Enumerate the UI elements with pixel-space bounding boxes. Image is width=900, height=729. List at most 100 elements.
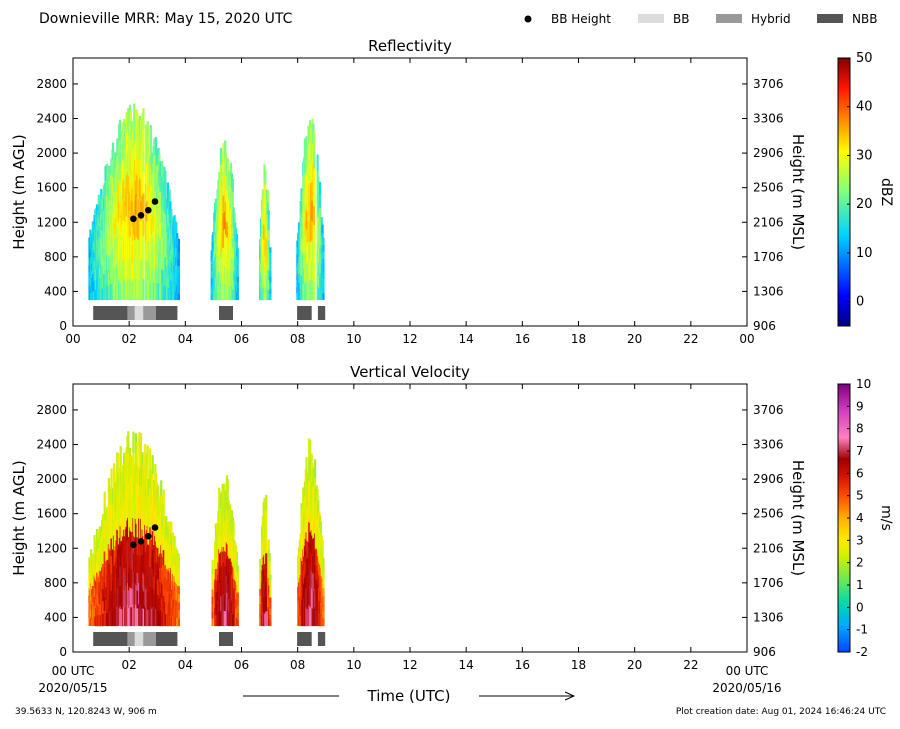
echo-cell xyxy=(322,618,325,627)
echo-cell xyxy=(132,431,135,454)
echo-cell xyxy=(164,271,167,286)
echo-cell xyxy=(142,257,145,279)
echo-cell xyxy=(215,591,218,604)
y-tick-label: 1600 xyxy=(36,181,67,195)
echo-cell xyxy=(160,192,164,208)
echo-cell xyxy=(127,431,130,453)
echo-cell xyxy=(138,432,141,454)
echo-cell xyxy=(236,271,239,277)
echo-cell xyxy=(159,223,162,239)
echo-cell xyxy=(236,276,239,283)
echo-cell xyxy=(259,573,262,582)
echo-cell xyxy=(130,513,133,532)
echo-cell xyxy=(170,521,173,534)
echo-cell xyxy=(116,138,119,157)
echo-cell xyxy=(138,453,141,476)
echo-cell xyxy=(177,266,180,273)
echo-cell xyxy=(297,274,301,283)
echo-cell xyxy=(263,498,266,513)
echo-cell xyxy=(269,253,272,260)
echo-cell xyxy=(236,288,239,295)
echo-cell xyxy=(232,207,235,218)
band-class-bar xyxy=(155,632,178,646)
echo-cell xyxy=(169,201,172,213)
echo-cell xyxy=(261,226,264,239)
echo-cell xyxy=(142,108,145,130)
echo-cell xyxy=(149,448,152,468)
echo-cell xyxy=(101,514,105,527)
echo-cell xyxy=(176,233,179,241)
echo-cell xyxy=(297,256,301,266)
x-tick-label: 10 xyxy=(346,658,361,672)
echo-cell xyxy=(177,586,180,595)
x-tick-label: 14 xyxy=(459,658,474,672)
echo-cell xyxy=(149,487,152,508)
band-class-bar xyxy=(297,306,312,320)
echo-cell xyxy=(177,562,180,571)
echo-cell xyxy=(177,610,180,619)
echo-cell xyxy=(149,468,152,488)
echo-cell xyxy=(269,282,272,289)
echo-cell xyxy=(322,286,325,294)
echo-cell xyxy=(322,595,325,604)
echo-cell xyxy=(177,239,180,246)
echo-cell xyxy=(101,551,105,564)
echo-cell xyxy=(232,532,235,545)
echo-cell xyxy=(236,565,239,573)
echo-cell xyxy=(267,270,270,281)
echo-cell xyxy=(160,161,164,177)
echo-cell xyxy=(177,272,180,280)
y-tick-label: 2800 xyxy=(36,77,67,91)
echo-cell xyxy=(265,567,268,583)
echo-cell xyxy=(177,594,180,603)
echo-cell xyxy=(267,240,270,251)
echo-cell xyxy=(170,533,173,545)
echo-cell xyxy=(156,532,159,548)
echo-cell xyxy=(236,282,239,289)
echo-cell xyxy=(173,536,176,547)
echo-cell xyxy=(235,552,239,561)
echo-cell xyxy=(322,293,325,300)
echo-cell xyxy=(266,202,269,215)
echo-cell xyxy=(319,286,322,300)
echo-cell xyxy=(303,138,306,157)
echo-cell xyxy=(177,554,180,563)
echo-cell xyxy=(103,536,106,552)
y-tick-label: 2400 xyxy=(36,112,67,126)
echo-cell xyxy=(160,207,164,223)
y-right-tick-label: 2906 xyxy=(753,146,784,160)
echo-cell xyxy=(302,487,305,503)
echo-cell xyxy=(265,553,268,568)
x-tick-label: 04 xyxy=(178,658,193,672)
echo-cell xyxy=(269,620,272,627)
echo-cell xyxy=(269,597,272,604)
echo-cell xyxy=(96,204,99,215)
echo-cell xyxy=(229,544,232,559)
echo-cell xyxy=(162,550,165,566)
colorbar-tick-label: 30 xyxy=(856,148,873,163)
echo-cell xyxy=(162,519,165,535)
echo-cell xyxy=(91,618,94,626)
echo-cell xyxy=(236,248,239,254)
echo-cell xyxy=(215,557,218,569)
echo-cell xyxy=(211,574,214,582)
echo-cell xyxy=(319,195,322,209)
echo-cell xyxy=(265,611,268,627)
echo-cell xyxy=(319,247,322,261)
colorbar-tick-label: 7 xyxy=(856,444,864,458)
y-tick-label: 800 xyxy=(44,576,67,590)
echo-cell xyxy=(215,523,218,535)
x-tick-label: 02 xyxy=(122,658,137,672)
echo-cell xyxy=(264,242,267,257)
echo-cell xyxy=(319,273,322,287)
y-right-tick-label: 2506 xyxy=(753,181,784,195)
echo-cell xyxy=(236,599,239,606)
y-tick-label: 400 xyxy=(44,284,67,298)
echo-cell xyxy=(110,573,113,591)
y-axis-label: Height (m AGL) xyxy=(10,134,28,249)
echo-cell xyxy=(265,509,268,524)
echo-cell xyxy=(266,190,269,203)
echo-cell xyxy=(117,453,120,473)
echo-cell xyxy=(160,480,163,497)
echo-cell xyxy=(160,222,164,239)
